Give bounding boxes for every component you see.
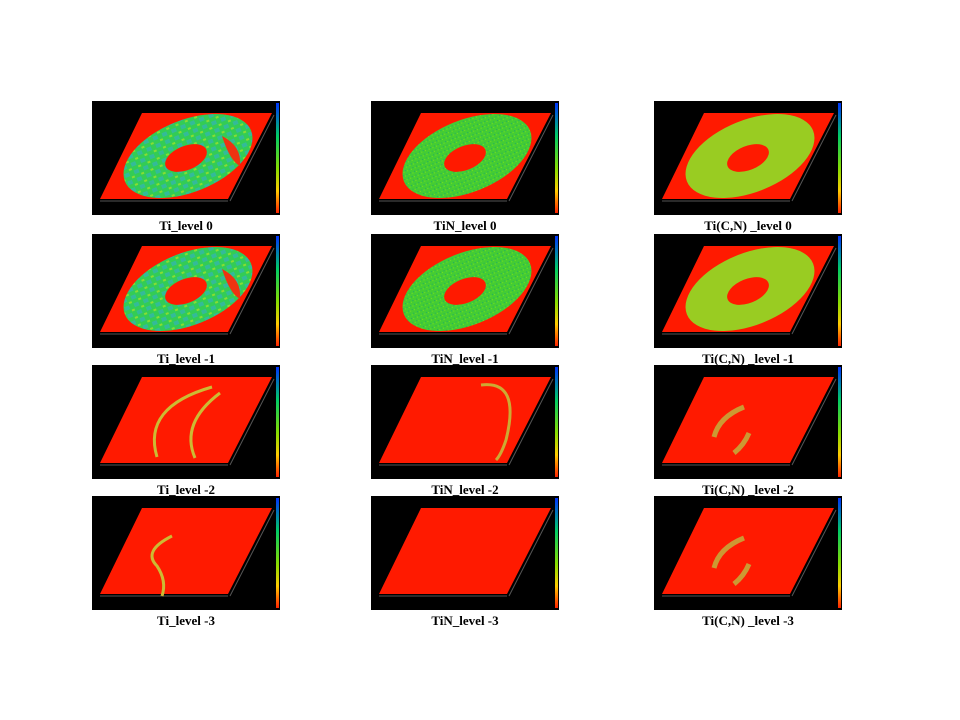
panel-image: [371, 234, 559, 348]
caption: Ti(C,N) _level -3: [702, 613, 794, 628]
plate: [379, 508, 551, 594]
color-bar: [555, 498, 558, 608]
panel-image: [654, 496, 842, 610]
axis-line: [229, 509, 275, 597]
color-bar: [276, 103, 279, 213]
axis-line: [508, 509, 554, 597]
panel-image: [371, 365, 559, 479]
ring-hole: [444, 277, 486, 305]
panel-image: [654, 234, 842, 348]
axis-line: [508, 378, 554, 466]
ring-hole: [165, 277, 207, 305]
deposit: [711, 404, 745, 438]
color-bar: [555, 367, 558, 477]
color-bar: [838, 367, 841, 477]
deposit: [480, 383, 512, 462]
color-bar: [276, 498, 279, 608]
axis-line: [229, 247, 275, 335]
panel-image: [92, 496, 280, 610]
deposit: [732, 431, 752, 455]
caption: TiN_level -1: [431, 351, 498, 366]
axis-line: [791, 509, 837, 597]
caption: Ti_level -2: [157, 482, 215, 497]
deposit: [152, 385, 221, 459]
color-bar: [555, 236, 558, 346]
caption: Ti_level -1: [157, 351, 215, 366]
ring-hole: [727, 144, 769, 172]
panel-image: [654, 365, 842, 479]
plate: [662, 508, 834, 594]
plate: [100, 377, 272, 463]
ring-hole: [444, 144, 486, 172]
color-bar: [555, 103, 558, 213]
caption: Ti(C,N) _level -2: [702, 482, 794, 497]
ring-patch: [222, 136, 241, 166]
deposit: [732, 562, 752, 586]
axis-line: [508, 114, 554, 202]
axis-line: [791, 114, 837, 202]
color-bar: [276, 236, 279, 346]
axis-line: [229, 114, 275, 202]
color-bar: [838, 103, 841, 213]
panel-image: [92, 234, 280, 348]
caption: TiN_level 0: [434, 218, 497, 233]
caption: Ti(C,N) _level -1: [702, 351, 794, 366]
color-bar: [276, 367, 279, 477]
panel-image: [92, 101, 280, 215]
axis-line: [791, 378, 837, 466]
caption: Ti(C,N) _level 0: [704, 218, 792, 233]
caption: TiN_level -3: [431, 613, 499, 628]
panel-image: [371, 101, 559, 215]
axis-line: [508, 247, 554, 335]
deposit: [150, 534, 173, 597]
deposit: [711, 535, 745, 569]
caption: TiN_level -2: [431, 482, 498, 497]
panel-image: [92, 365, 280, 479]
panel-image: [371, 496, 559, 610]
color-bar: [838, 498, 841, 608]
panel-image: [654, 101, 842, 215]
color-bar: [838, 236, 841, 346]
ring-hole: [165, 144, 207, 172]
plate: [100, 508, 272, 594]
caption: Ti_level -3: [157, 613, 215, 628]
caption: Ti_level 0: [159, 218, 213, 233]
ring-patch: [222, 269, 241, 299]
axis-line: [229, 378, 275, 466]
ring-hole: [727, 277, 769, 305]
plate: [662, 377, 834, 463]
axis-line: [791, 247, 837, 335]
